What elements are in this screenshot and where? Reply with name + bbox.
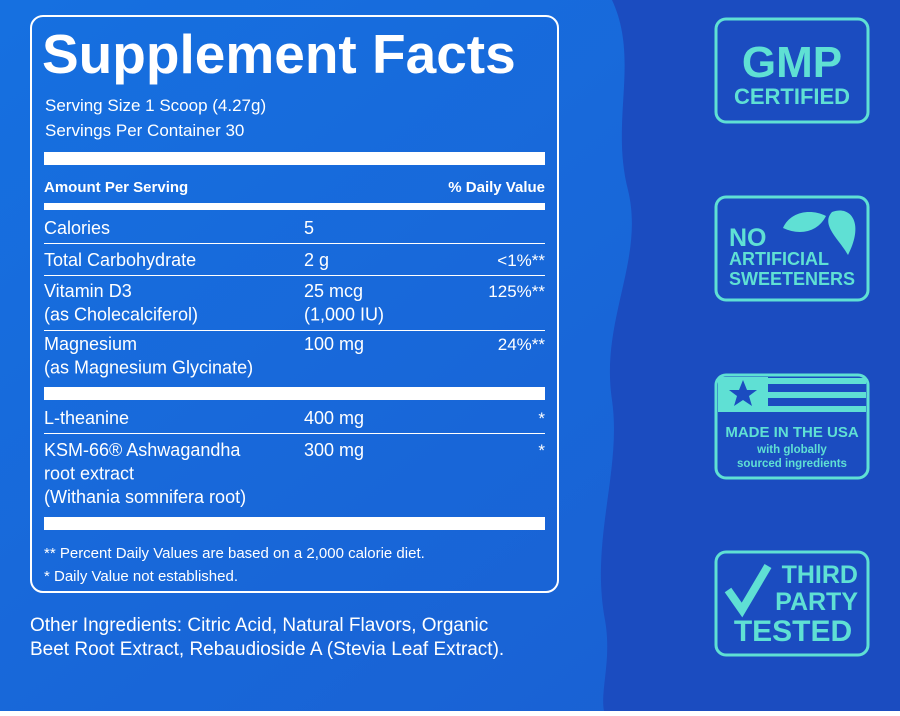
nutrient-name: (as Cholecalciferol) [44, 305, 198, 325]
title: Supplement Facts [42, 23, 516, 85]
other-ingredients: Other Ingredients: Citric Acid, Natural … [30, 615, 488, 636]
panel-border [30, 15, 559, 593]
nutrient-name: KSM-66® Ashwagandha [44, 440, 241, 460]
footnote: * Daily Value not established. [44, 568, 238, 585]
row-rule [44, 275, 545, 276]
nutrient-name: (Withania somnifera root) [44, 487, 246, 507]
nutrient-amount: (1,000 IU) [304, 305, 384, 325]
badge-text: PARTY [775, 588, 858, 616]
nutrient-name: L-theanine [44, 408, 129, 428]
row-rule [44, 243, 545, 244]
nutrient-name: Vitamin D3 [44, 281, 132, 301]
badge-text: MADE IN THE USA [725, 424, 859, 441]
daily-value: * [538, 441, 545, 460]
daily-value: <1%** [497, 251, 545, 270]
side-band [600, 0, 900, 711]
daily-value: * [538, 409, 545, 428]
rule [44, 203, 545, 210]
daily-value: 125%** [488, 282, 545, 301]
badge-text: TESTED [734, 615, 852, 648]
nutrient-name: Magnesium [44, 334, 137, 354]
badge-frame [714, 17, 870, 124]
badge-frame [714, 373, 870, 480]
badge-frame [714, 195, 870, 302]
nutrient-name: Total Carbohydrate [44, 250, 196, 270]
thick-rule [44, 387, 545, 400]
badge-text: NO [729, 224, 767, 252]
thick-rule [44, 517, 545, 530]
nutrient-amount: 2 g [304, 250, 329, 270]
badge-text: SWEETENERS [729, 269, 855, 289]
check-icon [724, 563, 772, 618]
serving-size: Serving Size 1 Scoop (4.27g) [45, 96, 266, 115]
row-rule [44, 330, 545, 331]
nutrient-amount: 5 [304, 218, 314, 238]
other-ingredients: Beet Root Extract, Rebaudioside A (Stevi… [30, 639, 504, 660]
nutrient-amount: 400 mg [304, 408, 364, 428]
nutrient-amount: 100 mg [304, 334, 364, 354]
badge-text: GMP [742, 38, 842, 87]
nutrient-amount: 300 mg [304, 440, 364, 460]
amount-header: Amount Per Serving [44, 179, 188, 196]
nutrient-name: (as Magnesium Glycinate) [44, 358, 253, 378]
footnote: ** Percent Daily Values are based on a 2… [44, 545, 425, 562]
badge-text: with globally [756, 444, 827, 456]
nutrient-name: root extract [44, 464, 134, 484]
badge-text: THIRD [782, 561, 858, 589]
row-rule [44, 433, 545, 434]
flag [718, 377, 866, 412]
daily-value: 24%** [498, 335, 546, 354]
thick-rule [44, 152, 545, 165]
servings: Servings Per Container 30 [45, 121, 244, 140]
leaf-icon [783, 210, 856, 255]
badge-text: ARTIFICIAL [729, 249, 829, 269]
nutrient-name: Calories [44, 218, 110, 238]
dv-header: % Daily Value [448, 179, 545, 196]
badge-frame [714, 550, 870, 657]
nutrient-amount: 25 mcg [304, 281, 363, 301]
badge-text: sourced ingredients [737, 458, 847, 470]
badge-text: CERTIFIED [734, 84, 850, 109]
